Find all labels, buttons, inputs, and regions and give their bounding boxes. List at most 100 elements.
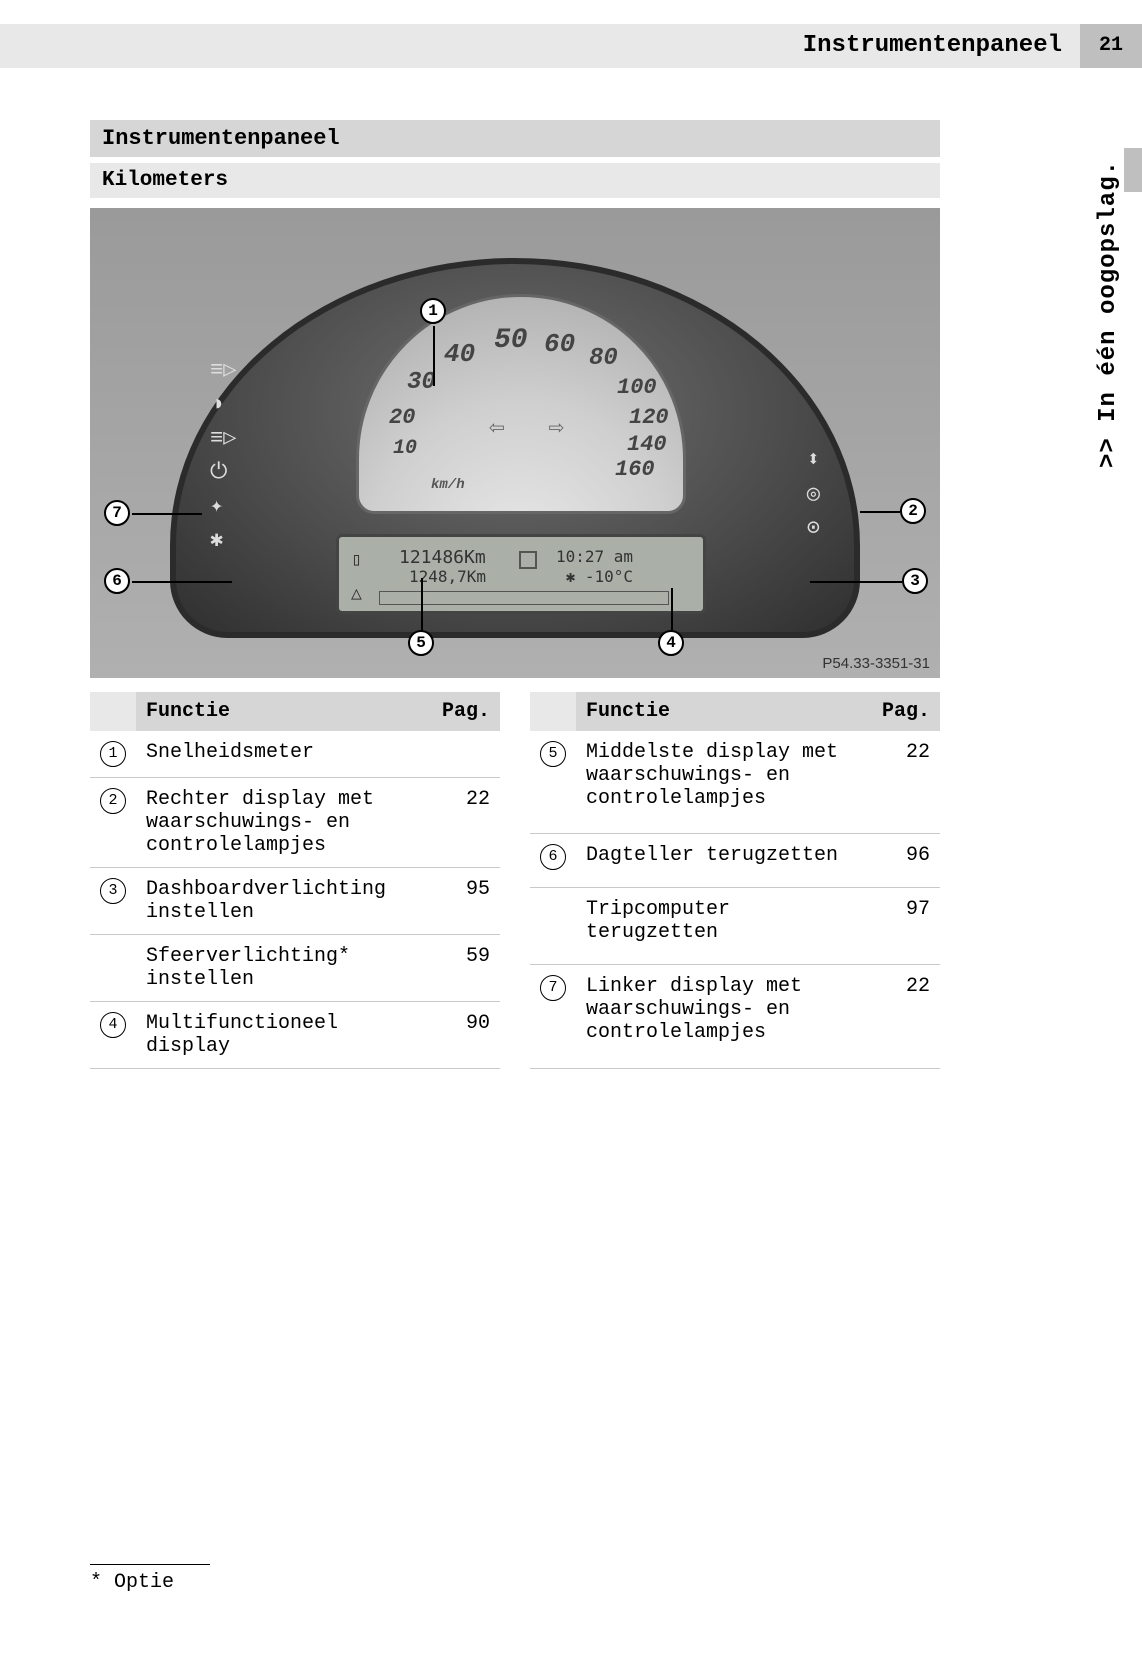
speed-140: 140	[627, 432, 667, 457]
clock: 10:27 am	[556, 547, 633, 566]
row-page: 96	[870, 834, 940, 888]
section-subtitle: Kilometers	[90, 163, 940, 198]
row-page: 22	[870, 731, 940, 834]
dashboard-figure: 10 20 30 40 50 60 80 100 120 140 160 km/…	[90, 208, 940, 678]
col-functie: Functie	[136, 692, 430, 731]
row-number: 2	[90, 778, 136, 868]
leader-6	[132, 581, 232, 583]
row-page: 97	[870, 888, 940, 965]
table-row: 6 Dagteller terugzetten96	[530, 834, 940, 888]
odometer: 121486Km	[399, 547, 486, 568]
gauge-arrow-icons: ⇦ ⇨	[489, 412, 578, 443]
row-number	[530, 888, 576, 965]
circled-number: 1	[100, 741, 126, 767]
table-row: 5 Middelste display met waarschuwings- en…	[530, 731, 940, 834]
row-function: Rechter display met waarschuwings- en co…	[136, 778, 430, 868]
leader-2	[860, 511, 900, 513]
row-page: 90	[430, 1002, 500, 1069]
left-warning-icons: ≡▷◑≡▷⏻✦✱	[210, 354, 236, 558]
col-num	[90, 692, 136, 731]
row-function: Dagteller terugzetten	[576, 834, 870, 888]
col-functie: Functie	[576, 692, 870, 731]
lcd-square-icon	[519, 551, 537, 569]
speed-50: 50	[494, 325, 528, 356]
row-number: 5	[530, 731, 576, 834]
circled-number: 2	[100, 788, 126, 814]
callout-2: 2	[900, 498, 926, 524]
speed-160: 160	[615, 457, 655, 482]
callout-6: 6	[104, 568, 130, 594]
callout-1: 1	[420, 298, 446, 324]
warning-triangle-icon: △	[351, 583, 362, 604]
callout-5: 5	[408, 630, 434, 656]
row-number: 6	[530, 834, 576, 888]
dashboard-cluster: 10 20 30 40 50 60 80 100 120 140 160 km/…	[170, 258, 860, 638]
row-function: Dashboardverlichting instellen	[136, 868, 430, 935]
lcd-display: ▯ 121486Km 1248,7Km 10:27 am ✱ -10°C △	[336, 534, 706, 614]
row-function: Middelste display met waarschuwings- en …	[576, 731, 870, 834]
row-page: 22	[430, 778, 500, 868]
speed-10: 10	[393, 437, 417, 460]
content-area: Instrumentenpaneel Kilometers 10 20 30 4…	[90, 120, 940, 1069]
row-number	[90, 935, 136, 1002]
callout-4: 4	[658, 630, 684, 656]
circled-number: 3	[100, 878, 126, 904]
leader-3	[810, 581, 902, 583]
row-function: Multifunctioneel display	[136, 1002, 430, 1069]
row-number: 4	[90, 1002, 136, 1069]
circled-number: 7	[540, 975, 566, 1001]
table-row: Tripcomputer terugzetten97	[530, 888, 940, 965]
tables-wrapper: Functie Pag. 1 Snelheidsmeter 2 Rechter dis…	[90, 692, 940, 1069]
table-row: 3 Dashboardverlichting instellen95	[90, 868, 500, 935]
row-number: 7	[530, 965, 576, 1069]
callout-3: 3	[902, 568, 928, 594]
circled-number: 4	[100, 1012, 126, 1038]
function-table-right: Functie Pag. 5 Middelste display met waar…	[530, 692, 940, 1069]
side-accent	[1124, 148, 1142, 192]
speed-40: 40	[444, 339, 475, 369]
speed-100: 100	[617, 375, 657, 400]
figure-reference: P54.33-3351-31	[822, 655, 930, 672]
leader-7	[132, 513, 202, 515]
row-function: Tripcomputer terugzetten	[576, 888, 870, 965]
row-function: Sfeerverlichting* instellen	[136, 935, 430, 1002]
table-row: Sfeerverlichting* instellen59	[90, 935, 500, 1002]
row-number: 3	[90, 868, 136, 935]
side-tab-label: >> In één oogopslag.	[1095, 160, 1122, 468]
row-page: 95	[430, 868, 500, 935]
circled-number: 5	[540, 741, 566, 767]
speed-60: 60	[544, 329, 575, 359]
speedometer-gauge: 10 20 30 40 50 60 80 100 120 140 160 km/…	[356, 294, 686, 514]
row-function: Snelheidsmeter	[136, 731, 430, 778]
speed-120: 120	[629, 405, 669, 430]
battery-icon: ▯	[351, 549, 362, 570]
temperature: ✱ -10°C	[566, 567, 633, 586]
row-page: 22	[870, 965, 940, 1069]
circled-number: 6	[540, 844, 566, 870]
row-function: Linker display met waarschuwings- en con…	[576, 965, 870, 1069]
leader-4	[671, 588, 673, 630]
row-number: 1	[90, 731, 136, 778]
page-header: Instrumentenpaneel 21	[0, 24, 1142, 68]
col-pag: Pag.	[430, 692, 500, 731]
leader-5	[421, 578, 423, 630]
col-pag: Pag.	[870, 692, 940, 731]
table-row: 4 Multifunctioneel display90	[90, 1002, 500, 1069]
callout-7: 7	[104, 500, 130, 526]
footnote: * Optie	[90, 1564, 210, 1594]
col-num	[530, 692, 576, 731]
section-title: Instrumentenpaneel	[90, 120, 940, 157]
table-row: 1 Snelheidsmeter	[90, 731, 500, 778]
leader-1	[433, 326, 435, 386]
speed-unit: km/h	[431, 477, 465, 493]
row-page	[430, 731, 500, 778]
speed-30: 30	[407, 369, 436, 396]
speed-20: 20	[389, 405, 415, 430]
header-page-number: 21	[1080, 24, 1142, 68]
right-warning-icons: ⬍◎⊙	[807, 444, 820, 546]
speed-80: 80	[589, 345, 618, 372]
row-page: 59	[430, 935, 500, 1002]
table-row: 7 Linker display met waarschuwings- en co…	[530, 965, 940, 1069]
function-table-left: Functie Pag. 1 Snelheidsmeter 2 Rechter dis…	[90, 692, 500, 1069]
table-row: 2 Rechter display met waarschuwings- en c…	[90, 778, 500, 868]
